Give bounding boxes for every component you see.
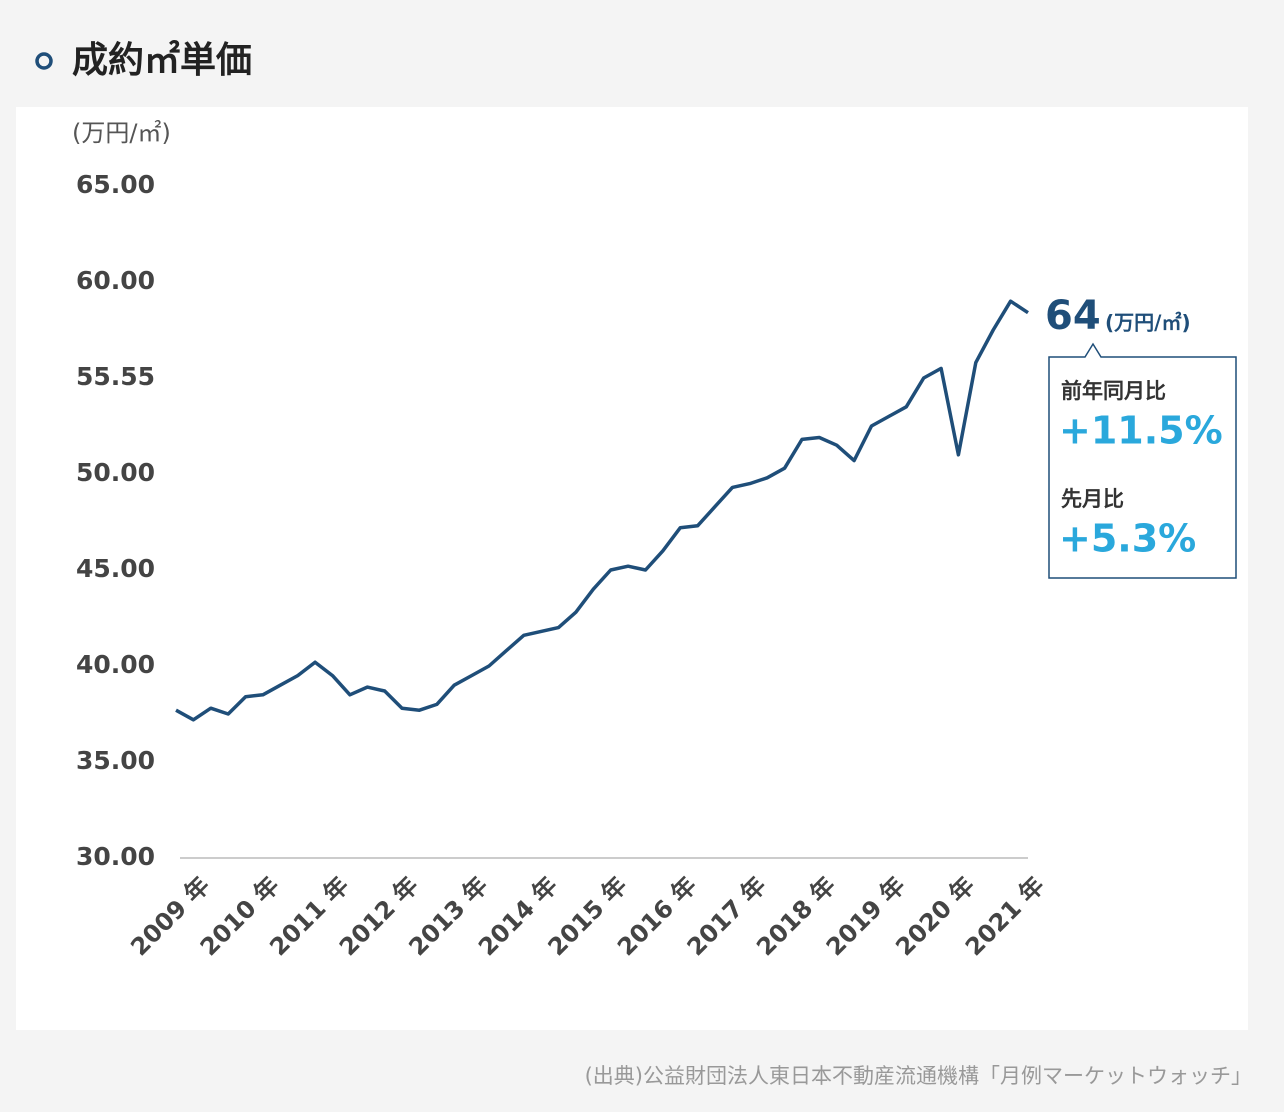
callout-unit: (万円/㎡) <box>1105 311 1191 335</box>
y-tick-label: 40.00 <box>76 650 155 679</box>
y-tick-label: 55.55 <box>76 362 155 391</box>
y-tick-label: 30.00 <box>76 842 155 871</box>
line <box>175 299 1029 722</box>
y-tick-label: 45.00 <box>76 554 155 583</box>
chart-title: 成約㎡単価 <box>72 39 252 81</box>
y-tick-label: 60.00 <box>76 266 155 295</box>
callout-value: 64 <box>1045 293 1101 339</box>
y-tick-label: 50.00 <box>76 458 155 487</box>
y-tick-label: 65.00 <box>76 170 155 199</box>
mom-label: 先月比 <box>1061 487 1124 511</box>
y-tick-label: 35.00 <box>76 746 155 775</box>
y-axis-label: (万円/㎡) <box>72 119 171 147</box>
yoy-value: +11.5% <box>1059 409 1223 453</box>
mom-value: +5.3% <box>1059 517 1196 561</box>
source: (出典)公益財団法人東日本不動産流通機構「月例マーケットウォッチ」 <box>585 1064 1252 1088</box>
title-bullet <box>35 52 53 70</box>
callout-box <box>1048 342 1237 579</box>
yoy-label: 前年同月比 <box>1061 379 1166 403</box>
